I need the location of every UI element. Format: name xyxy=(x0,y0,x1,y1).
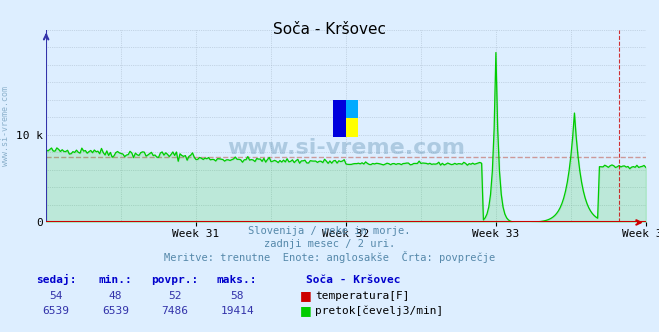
Text: temperatura[F]: temperatura[F] xyxy=(315,291,409,301)
Text: 52: 52 xyxy=(168,291,181,301)
Text: 6539: 6539 xyxy=(102,306,129,316)
Bar xyxy=(346,100,358,118)
Text: pretok[čevelj3/min]: pretok[čevelj3/min] xyxy=(315,305,444,316)
Text: www.si-vreme.com: www.si-vreme.com xyxy=(227,138,465,158)
Text: Slovenija / reke in morje.: Slovenija / reke in morje. xyxy=(248,226,411,236)
Text: min.:: min.: xyxy=(98,275,132,285)
Bar xyxy=(333,100,346,137)
Text: sedaj:: sedaj: xyxy=(36,274,76,285)
Text: maks.:: maks.: xyxy=(217,275,258,285)
Text: povpr.:: povpr.: xyxy=(151,275,198,285)
Text: 19414: 19414 xyxy=(220,306,254,316)
Text: ■: ■ xyxy=(300,289,312,302)
Text: 48: 48 xyxy=(109,291,122,301)
Text: Meritve: trenutne  Enote: anglosakše  Črta: povprečje: Meritve: trenutne Enote: anglosakše Črta… xyxy=(164,251,495,263)
Text: 6539: 6539 xyxy=(43,306,69,316)
Text: 7486: 7486 xyxy=(161,306,188,316)
Text: Soča - Kršovec: Soča - Kršovec xyxy=(273,22,386,37)
Text: www.si-vreme.com: www.si-vreme.com xyxy=(1,86,10,166)
Text: Soča - Kršovec: Soča - Kršovec xyxy=(306,275,401,285)
Text: 58: 58 xyxy=(231,291,244,301)
Text: ■: ■ xyxy=(300,304,312,317)
Bar xyxy=(333,100,358,137)
Text: 54: 54 xyxy=(49,291,63,301)
Text: zadnji mesec / 2 uri.: zadnji mesec / 2 uri. xyxy=(264,239,395,249)
